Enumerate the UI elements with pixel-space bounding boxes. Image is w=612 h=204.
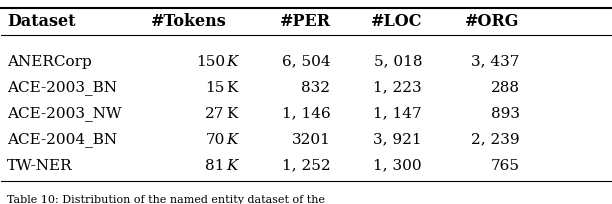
Text: K: K xyxy=(226,107,237,121)
Text: #LOC: #LOC xyxy=(370,13,422,30)
Text: 150: 150 xyxy=(196,54,225,69)
Text: K: K xyxy=(226,54,237,69)
Text: ACE-2004_BN: ACE-2004_BN xyxy=(7,132,117,147)
Text: TW-NER: TW-NER xyxy=(7,159,72,173)
Text: 27: 27 xyxy=(206,107,225,121)
Text: 3, 437: 3, 437 xyxy=(471,54,520,69)
Text: K: K xyxy=(226,159,237,173)
Text: Table 10: Distribution of the named entity dataset of the: Table 10: Distribution of the named enti… xyxy=(7,195,325,204)
Text: #PER: #PER xyxy=(280,13,330,30)
Text: K: K xyxy=(226,81,237,95)
Text: ANERCorp: ANERCorp xyxy=(7,54,92,69)
Text: 893: 893 xyxy=(491,107,520,121)
Text: 1, 223: 1, 223 xyxy=(373,81,422,95)
Text: 1, 300: 1, 300 xyxy=(373,159,422,173)
Text: 3, 921: 3, 921 xyxy=(373,133,422,147)
Text: 288: 288 xyxy=(491,81,520,95)
Text: 6, 504: 6, 504 xyxy=(282,54,330,69)
Text: 81: 81 xyxy=(206,159,225,173)
Text: #ORG: #ORG xyxy=(465,13,520,30)
Text: 3201: 3201 xyxy=(291,133,330,147)
Text: 1, 252: 1, 252 xyxy=(282,159,330,173)
Text: 1, 147: 1, 147 xyxy=(373,107,422,121)
Text: 2, 239: 2, 239 xyxy=(471,133,520,147)
Text: 5, 018: 5, 018 xyxy=(373,54,422,69)
Text: #Tokens: #Tokens xyxy=(151,13,226,30)
Text: Dataset: Dataset xyxy=(7,13,75,30)
Text: 70: 70 xyxy=(206,133,225,147)
Text: 832: 832 xyxy=(302,81,330,95)
Text: K: K xyxy=(226,133,237,147)
Text: 15: 15 xyxy=(206,81,225,95)
Text: ACE-2003_BN: ACE-2003_BN xyxy=(7,80,117,95)
Text: 765: 765 xyxy=(491,159,520,173)
Text: 1, 146: 1, 146 xyxy=(282,107,330,121)
Text: ACE-2003_NW: ACE-2003_NW xyxy=(7,106,121,121)
